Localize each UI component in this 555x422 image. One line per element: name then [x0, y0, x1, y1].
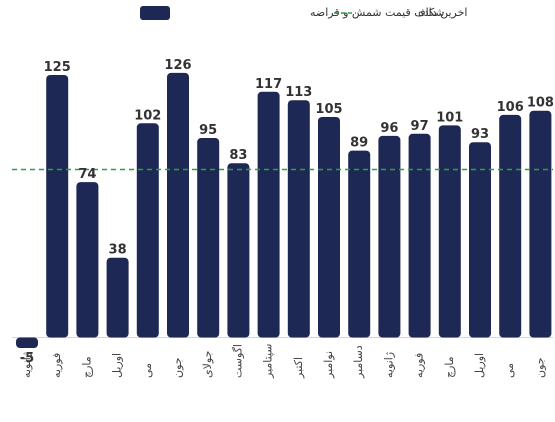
- bar-value-label: 105: [315, 102, 342, 117]
- bar: [408, 133, 431, 338]
- bars: [16, 72, 552, 348]
- category-label: مارچ: [80, 356, 93, 378]
- bar: [46, 75, 69, 338]
- category-label: نوامبر: [322, 351, 335, 379]
- bar: [469, 142, 491, 338]
- bar: [529, 110, 552, 338]
- bar-value-label: 101: [436, 110, 463, 125]
- category-label: اگوست: [231, 344, 244, 378]
- bar-value-label: 117: [255, 77, 282, 92]
- bar: [197, 138, 220, 338]
- bar: [136, 123, 159, 338]
- bar-value-label: 106: [497, 100, 524, 115]
- category-label: ژانویه: [20, 352, 33, 378]
- bar: [287, 100, 310, 338]
- bar-value-label: 83: [229, 148, 247, 163]
- category-label: اوریل: [111, 353, 124, 378]
- category-label: می: [503, 363, 516, 378]
- bar-value-label: 93: [471, 127, 489, 142]
- category-label: اکتبر: [292, 357, 305, 379]
- bar: [106, 257, 129, 338]
- category-label: ژانویه: [382, 352, 395, 378]
- bar-value-label: 102: [134, 108, 161, 123]
- bar: [257, 91, 280, 338]
- legend-swatch-bars: [140, 6, 170, 20]
- legend-label-bars: شکاف قیمت شمش و قراضه: [310, 6, 444, 19]
- bar: [318, 117, 340, 338]
- bar: [378, 135, 401, 338]
- bar: [227, 163, 250, 338]
- category-label: جون: [533, 357, 546, 378]
- category-label: می: [141, 363, 154, 378]
- bar-value-label: 95: [199, 123, 217, 138]
- bar-value-label: 113: [285, 85, 312, 100]
- category-label: فوریه: [50, 353, 63, 378]
- bar: [348, 150, 371, 338]
- category-labels: ژانویه فوریه مارچ اوریل می جون جولای اگوست سپتام…: [20, 344, 546, 380]
- category-label: جولای: [201, 351, 214, 378]
- category-label: سپتامبر: [262, 344, 275, 380]
- bar-value-label: 38: [109, 243, 127, 258]
- bar: [499, 114, 522, 338]
- category-label: جون: [171, 357, 184, 378]
- bar: [167, 72, 189, 338]
- bar-value-label: 125: [44, 60, 71, 75]
- legend: شکاف قیمت شمش و قراضه اخرین داده: [140, 6, 467, 20]
- category-label: مارچ: [443, 356, 456, 378]
- category-label: اوریل: [473, 353, 486, 378]
- bar: [76, 182, 99, 338]
- bar-value-label: 96: [380, 121, 398, 136]
- bar-value-label: 108: [527, 96, 554, 111]
- bar-value-label: 74: [78, 167, 96, 182]
- bar: [438, 125, 461, 338]
- category-label: فوریه: [413, 353, 426, 378]
- bar: [16, 337, 38, 348]
- bar-value-label: 97: [411, 119, 429, 134]
- category-label: دسامبر: [352, 345, 365, 379]
- bar-value-label: 89: [350, 136, 368, 151]
- legend-label-reference-line: اخرین داده: [418, 6, 467, 19]
- bar-value-label: -5: [20, 351, 34, 366]
- bar-value-label: 126: [164, 58, 191, 73]
